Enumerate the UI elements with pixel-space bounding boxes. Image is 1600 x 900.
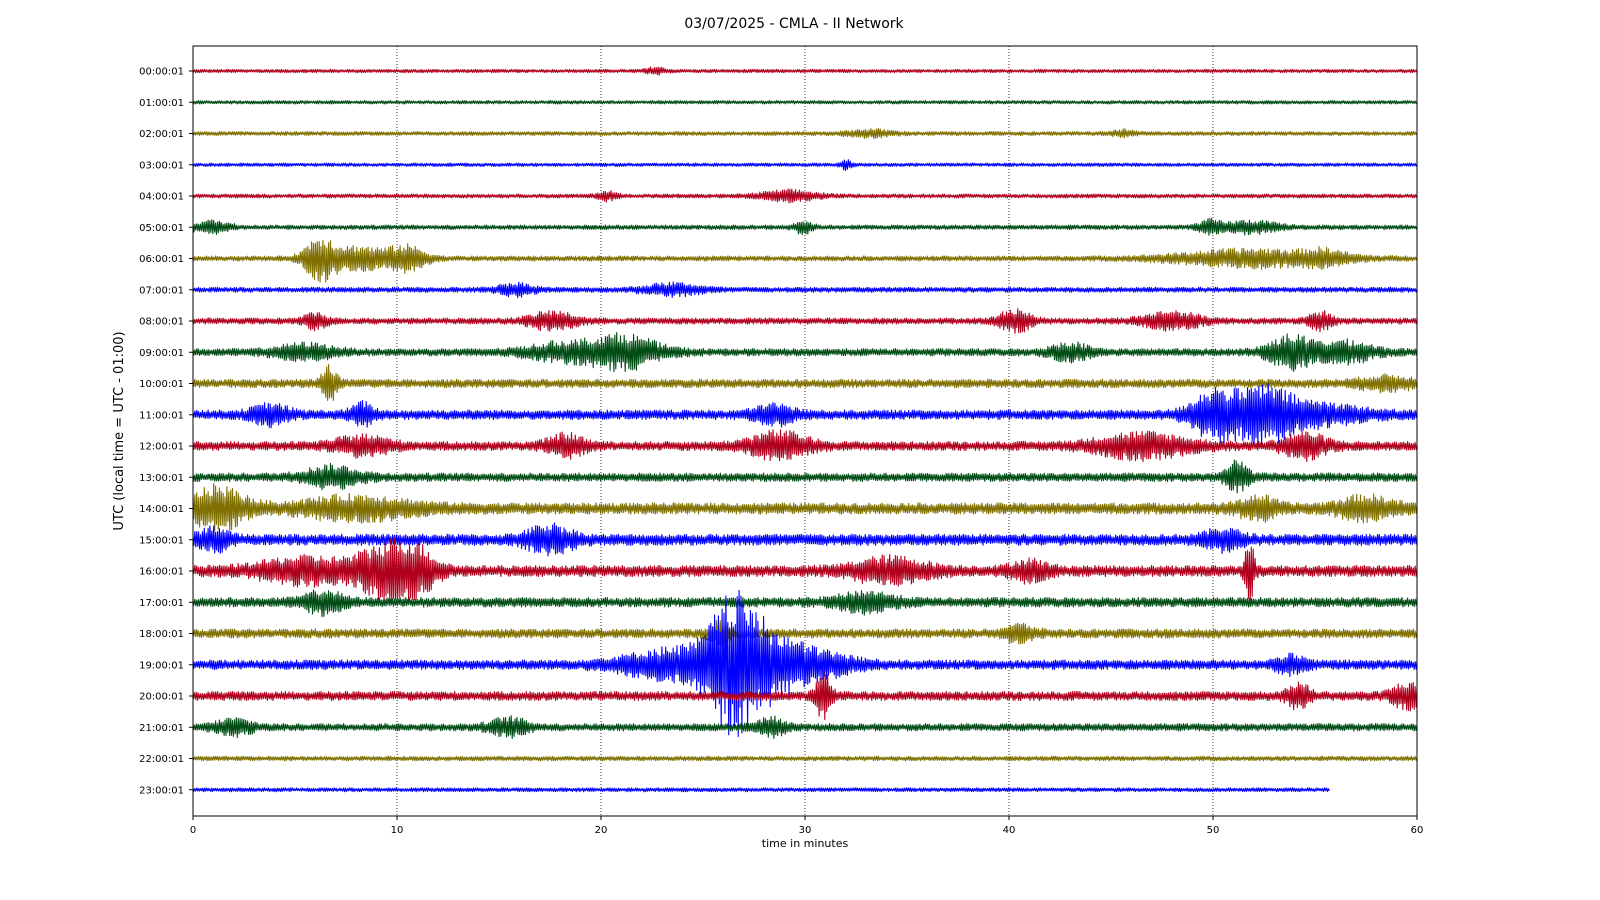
trace-22:00:01: [192, 755, 1418, 762]
trace-21:00:01: [192, 715, 1418, 740]
row-label-10:00:01: 10:00:01: [139, 379, 184, 390]
row-label-11:00:01: 11:00:01: [139, 410, 184, 421]
trace-07:00:01: [192, 281, 1418, 299]
row-label-13:00:01: 13:00:01: [139, 473, 184, 484]
row-label-16:00:01: 16:00:01: [139, 567, 184, 578]
row-label-06:00:01: 06:00:01: [139, 254, 184, 265]
y-axis-label: UTC (local time = UTC - 01:00): [112, 331, 127, 530]
trace-08:00:01: [192, 308, 1418, 334]
x-axis-label: time in minutes: [762, 837, 849, 850]
trace-01:00:01: [192, 100, 1418, 105]
trace-00:00:01: [192, 66, 1418, 76]
trace-19:00:01: [192, 589, 1418, 738]
trace-10:00:01: [192, 364, 1418, 402]
trace-layer: [192, 66, 1418, 793]
row-label-14:00:01: 14:00:01: [139, 504, 184, 515]
trace-23:00:01: [192, 787, 1330, 793]
row-label-04:00:01: 04:00:01: [139, 192, 184, 203]
row-label-01:00:01: 01:00:01: [139, 98, 184, 109]
row-label-18:00:01: 18:00:01: [139, 629, 184, 640]
trace-11:00:01: [192, 383, 1418, 446]
trace-04:00:01: [192, 188, 1418, 204]
row-label-19:00:01: 19:00:01: [139, 660, 184, 671]
trace-15:00:01: [192, 522, 1418, 557]
row-label-09:00:01: 09:00:01: [139, 348, 184, 359]
trace-09:00:01: [192, 332, 1418, 373]
y-axis-ticks: 00:00:01 01:00:01 02:00:01 03:00:01 04:00:01…: [139, 67, 193, 796]
x-tick-label: 30: [799, 825, 812, 836]
row-label-00:00:01: 00:00:01: [139, 67, 184, 78]
row-label-12:00:01: 12:00:01: [139, 442, 184, 453]
trace-14:00:01: [192, 483, 1418, 532]
row-label-03:00:01: 03:00:01: [139, 160, 184, 171]
x-tick-label: 0: [190, 825, 196, 836]
x-tick-label: 40: [1003, 825, 1016, 836]
row-label-05:00:01: 05:00:01: [139, 223, 184, 234]
x-tick-label: 50: [1207, 825, 1220, 836]
trace-02:00:01: [192, 128, 1418, 139]
row-label-22:00:01: 22:00:01: [139, 754, 184, 765]
trace-18:00:01: [192, 620, 1418, 646]
row-label-07:00:01: 07:00:01: [139, 285, 184, 296]
x-tick-label: 60: [1411, 825, 1424, 836]
row-label-23:00:01: 23:00:01: [139, 785, 184, 796]
x-tick-label: 20: [595, 825, 608, 836]
trace-03:00:01: [192, 159, 1418, 171]
trace-06:00:01: [192, 239, 1418, 283]
row-label-02:00:01: 02:00:01: [139, 129, 184, 140]
row-label-20:00:01: 20:00:01: [139, 692, 184, 703]
trace-12:00:01: [192, 429, 1418, 463]
chart-title: 03/07/2025 - CMLA - II Network: [684, 16, 904, 32]
row-label-17:00:01: 17:00:01: [139, 598, 184, 609]
trace-17:00:01: [192, 589, 1418, 618]
row-label-08:00:01: 08:00:01: [139, 317, 184, 328]
x-axis-ticks: 0 10 20 30 40 50 60: [190, 816, 1424, 836]
trace-16:00:01: [192, 537, 1418, 604]
trace-13:00:01: [192, 459, 1418, 494]
row-label-15:00:01: 15:00:01: [139, 535, 184, 546]
trace-05:00:01: [192, 217, 1418, 236]
row-label-21:00:01: 21:00:01: [139, 723, 184, 734]
x-tick-label: 10: [391, 825, 404, 836]
trace-20:00:01: [192, 669, 1418, 721]
